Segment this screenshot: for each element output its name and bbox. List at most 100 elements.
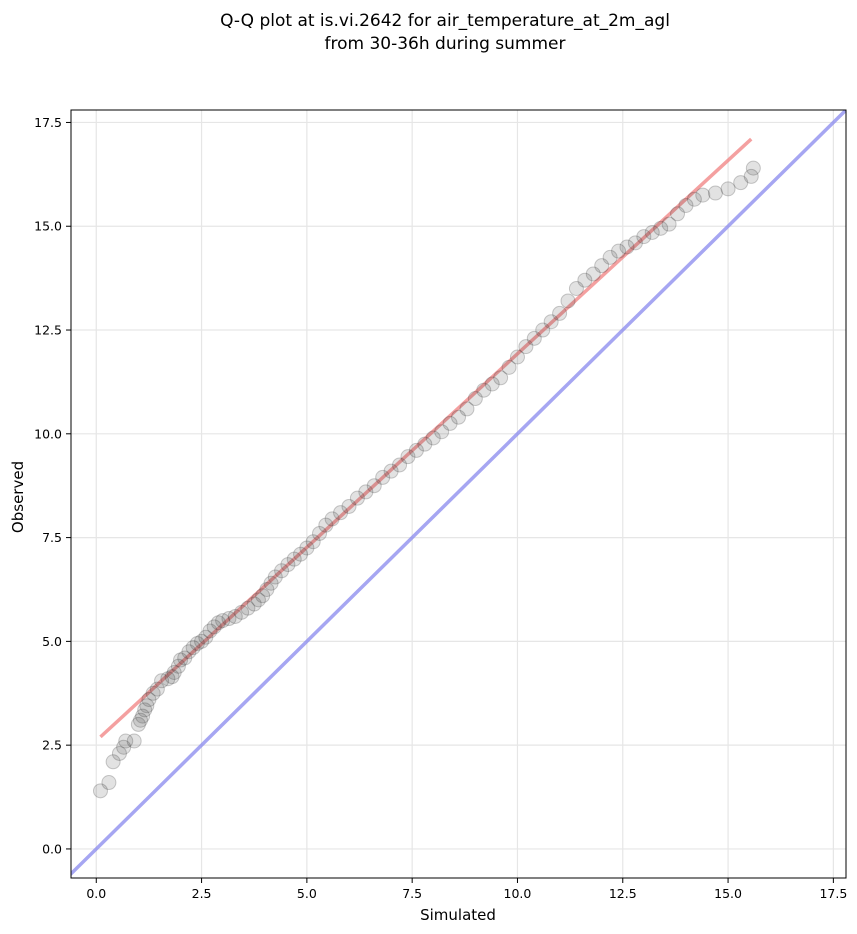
quantile-point [644,224,660,240]
quantile-point [577,272,593,288]
y-tick-label: 17.5 [34,115,62,130]
quantile-point [126,733,142,749]
quantile-point [139,698,155,714]
quantile-point [678,197,694,213]
quantile-point [293,546,309,562]
quantile-point [318,517,334,533]
quantile-point [653,220,669,236]
y-tick-label: 12.5 [34,323,62,338]
quantile-point [627,235,643,251]
quantile-point [111,745,127,761]
quantile-point [130,716,146,732]
quantile-point [358,484,374,500]
chart-subtitle: from 30-36h during summer [325,34,566,54]
quantile-point [181,644,197,660]
quantile-point [274,563,290,579]
quantile-point [324,511,340,527]
x-tick-label: 0.0 [86,886,106,901]
quantile-point [408,442,424,458]
quantile-point [375,469,391,485]
quantile-point [105,754,121,770]
quantile-point [267,569,283,585]
quantile-point [177,650,193,666]
quantile-point [636,229,652,245]
quantile-point [137,702,153,718]
quantile-point [484,376,500,392]
quantile-point [434,424,450,440]
quantile-point [535,322,551,338]
quantile-point [149,681,165,697]
x-tick-label: 7.5 [402,886,422,901]
quantile-point [189,635,205,651]
quantile-point [695,187,711,203]
quantile-point [240,600,256,616]
y-tick-label: 10.0 [34,426,62,441]
grid-lines [71,110,846,878]
y-axis-ticks: 0.0 2.5 5.0 7.5 10.0 12.5 15.0 17.5 [34,115,71,856]
quantile-point [611,243,627,259]
quantile-point [333,505,349,521]
identity-line-group [71,110,846,877]
x-tick-label: 15.0 [714,886,742,901]
quantile-point [170,658,186,674]
quantile-point [101,775,117,791]
quantile-point [733,175,749,191]
quantile-point [543,314,559,330]
quantile-point [602,249,618,265]
quantile-point [425,430,441,446]
quantile-point [246,596,262,612]
quantile-point [518,339,534,355]
quantile-point [250,592,266,608]
x-tick-label: 17.5 [819,886,847,901]
x-tick-label: 5.0 [297,886,317,901]
quantile-point [707,185,723,201]
quantile-point [221,611,237,627]
quantile-point [154,673,170,689]
quantile-point [215,613,231,629]
quantile-point [194,633,210,649]
quantile-point [442,415,458,431]
quantile-point [173,652,189,668]
quantile-point [259,581,275,597]
quantile-point [686,191,702,207]
quantile-point [568,281,584,297]
quantile-point [160,671,176,687]
quantile-point [166,665,182,681]
quantile-point [206,619,222,635]
quantile-point [135,708,151,724]
quantile-point [255,588,271,604]
quantile-point [594,258,610,274]
quantile-point [349,490,365,506]
y-tick-label: 5.0 [42,634,62,649]
quantile-point [509,349,525,365]
y-tick-label: 15.0 [34,219,62,234]
plot-frame [70,109,847,879]
quantile-point [263,575,279,591]
x-axis-ticks: 0.0 2.5 5.0 7.5 10.0 12.5 15.0 17.5 [86,878,847,901]
quantile-point [526,330,542,346]
x-tick-label: 12.5 [609,886,637,901]
quantile-point [132,712,148,728]
quantile-point [476,382,492,398]
quantile-point [451,409,466,425]
y-tick-label: 0.0 [42,841,62,856]
chart-title: Q-Q plot at is.vi.2642 for air_temperatu… [220,11,670,31]
fit-line [99,137,753,739]
quantile-point [619,239,635,255]
quantile-point [305,534,321,550]
quantile-point [341,498,357,514]
quantile-point [459,401,475,417]
x-tick-label: 10.0 [504,886,532,901]
quantile-point [392,457,408,473]
quantile-point [141,691,157,707]
quantile-point [234,604,250,620]
quantile-point [417,436,433,452]
quantile-point [185,640,201,656]
quantile-point [366,478,382,494]
quantile-point [280,557,296,573]
quantile-points [92,160,761,799]
quantile-point [145,685,161,701]
y-axis-label: Observed [9,461,27,533]
quantile-point [286,551,302,567]
